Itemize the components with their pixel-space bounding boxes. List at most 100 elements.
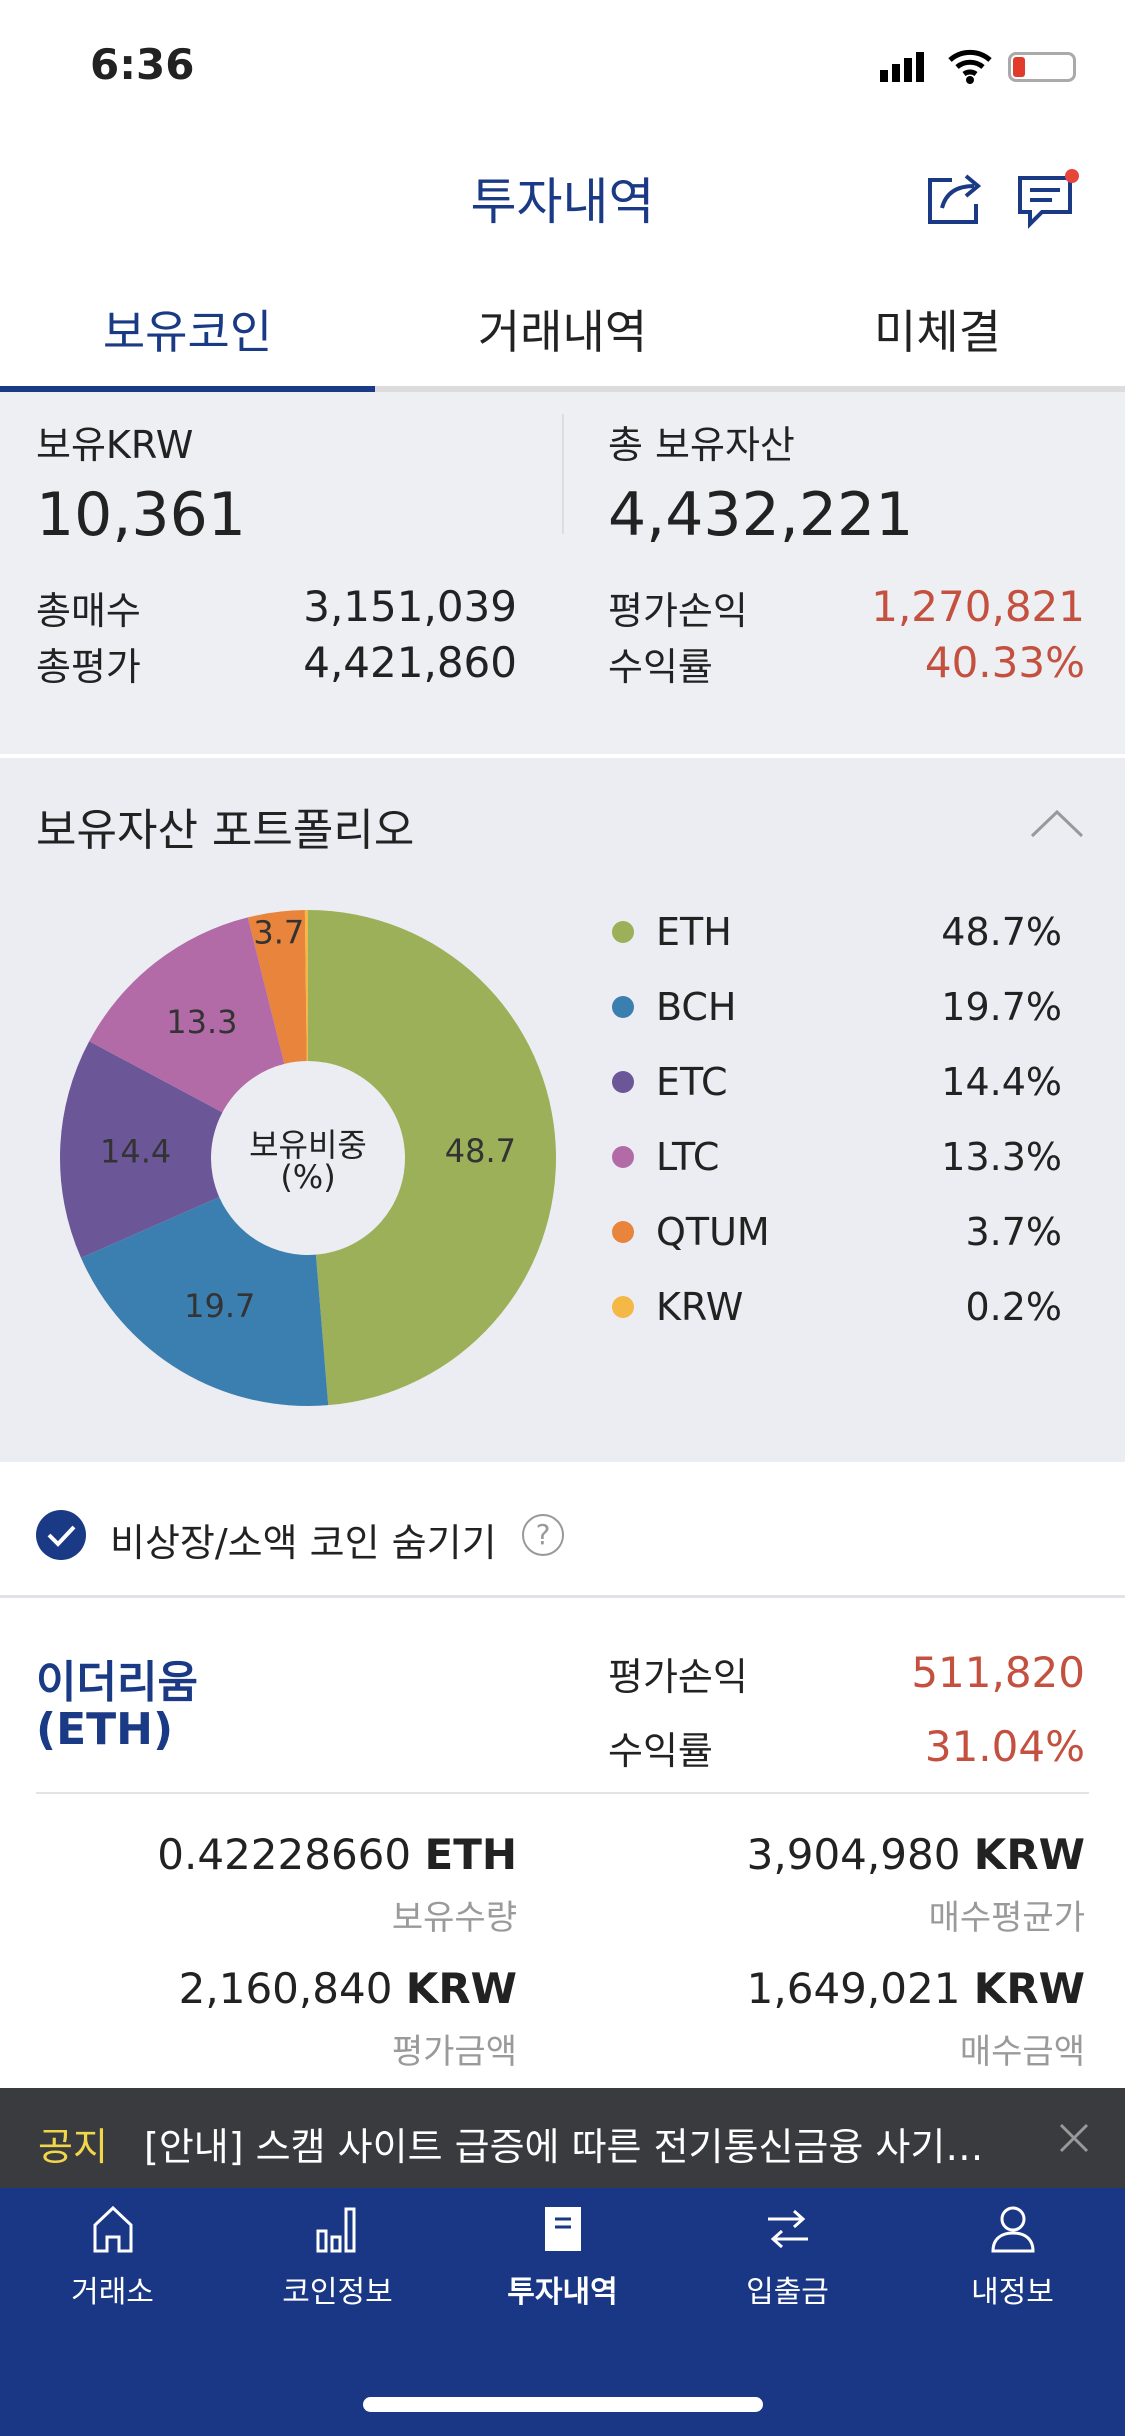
pie-slice-label: 19.7	[184, 1287, 255, 1325]
eval-value: 4,421,860	[303, 638, 517, 687]
buyamt-value: 1,649,021 KRW	[747, 1964, 1085, 2013]
nav-investment[interactable]: 투자내역	[450, 2205, 675, 2311]
check-icon	[47, 1525, 76, 1547]
coin-rate-label: 수익률	[608, 1729, 713, 1773]
krw-label: 보유KRW	[36, 423, 194, 467]
pie-slice-eth	[308, 910, 556, 1406]
pie-slice-krw	[304, 910, 308, 1062]
legend-percent: 0.2%	[965, 1285, 1062, 1329]
portfolio-title: 보유자산 포트폴리오	[36, 805, 415, 856]
status-time: 6:36	[90, 40, 195, 89]
krw-value: 10,361	[36, 480, 246, 550]
evalamt-label: 평가금액	[391, 2032, 517, 2072]
legend-percent: 48.7%	[941, 910, 1062, 954]
tab-divider	[0, 386, 1125, 392]
pie-slice-label: 14.4	[100, 1132, 171, 1170]
qty-unit: ETH	[424, 1830, 518, 1879]
rate-label: 수익률	[608, 645, 713, 689]
coin-pl-label: 평가손익	[608, 1655, 748, 1699]
tab-holdings[interactable]: 보유코인	[102, 305, 273, 359]
buyamt-unit: KRW	[973, 1964, 1085, 2013]
tab-pending[interactable]: 미체결	[874, 305, 1001, 359]
legend-percent: 14.4%	[941, 1060, 1062, 1104]
buy-label: 총매수	[36, 589, 141, 633]
pie-slice-label: 3.7	[253, 913, 304, 951]
coin-symbol: (ETH)	[36, 1704, 174, 1755]
bar-chart-icon	[316, 2207, 355, 2253]
help-icon[interactable]: ?	[522, 1514, 564, 1556]
evalamt-unit: KRW	[405, 1964, 517, 2013]
portfolio-pie-chart: 48.7 19.7 14.4 13.3 3.7	[59, 910, 556, 1406]
evalamt-number: 2,160,840	[178, 1964, 393, 2013]
legend-item-eth: ETH 48.7%	[612, 902, 1062, 962]
legend-dot	[612, 1296, 634, 1318]
pie-slice-etc	[59, 1041, 223, 1258]
nav-label: 내정보	[971, 2275, 1054, 2310]
avg-number: 3,904,980	[746, 1830, 961, 1879]
wifi-icon	[948, 49, 992, 84]
legend-label: QTUM	[656, 1210, 770, 1254]
eval-label: 총평가	[36, 645, 141, 689]
legend-percent: 19.7%	[941, 985, 1062, 1029]
pie-center-unit: (%)	[280, 1158, 336, 1196]
signal-icon	[880, 52, 924, 82]
notice-tag: 공지	[38, 2125, 108, 2169]
document-icon	[544, 2207, 581, 2251]
qty-value: 0.42228660 ETH	[157, 1830, 517, 1879]
legend-item-qtum: QTUM 3.7%	[612, 1202, 1062, 1262]
hide-label[interactable]: 비상장/소액 코인 숨기기	[110, 1521, 497, 1565]
legend-dot	[612, 921, 634, 943]
portfolio-section: 보유자산 포트폴리오 48.7 19.7 14.4 13.3 3.7 보유비중 (%) …	[0, 758, 1125, 1462]
pie-slice-ltc	[89, 917, 285, 1113]
legend-label: BCH	[656, 985, 737, 1029]
pl-label: 평가손익	[608, 589, 748, 633]
nav-label: 거래소	[71, 2275, 154, 2310]
legend-item-bch: BCH 19.7%	[612, 977, 1062, 1037]
legend-dot	[612, 1146, 634, 1168]
legend-percent: 3.7%	[965, 1210, 1062, 1254]
evalamt-value: 2,160,840 KRW	[179, 1964, 517, 2013]
legend-label: LTC	[656, 1135, 720, 1179]
page-title: 투자내역	[470, 173, 655, 231]
legend-dot	[612, 1221, 634, 1243]
coin-pl-value: 511,820	[911, 1648, 1085, 1697]
chat-icon[interactable]	[1016, 168, 1080, 230]
battery-icon	[1008, 52, 1076, 82]
summary-section: 보유KRW 10,361 총 보유자산 4,432,221 총매수 3,151,…	[0, 392, 1125, 754]
nav-label: 투자내역	[507, 2275, 618, 2310]
nav-my-info[interactable]: 내정보	[900, 2205, 1125, 2311]
coin-rate-value: 31.04%	[924, 1722, 1085, 1771]
legend-item-ltc: LTC 13.3%	[612, 1127, 1062, 1187]
hide-checkbox[interactable]	[36, 1510, 86, 1560]
buyamt-number: 1,649,021	[746, 1964, 961, 2013]
pie-slice-bch	[81, 1197, 329, 1406]
legend-label: ETC	[656, 1060, 728, 1104]
home-icon	[93, 2205, 132, 2253]
nav-label: 코인정보	[282, 2275, 393, 2310]
avg-label: 매수평균가	[928, 1898, 1085, 1938]
legend-item-etc: ETC 14.4%	[612, 1052, 1062, 1112]
close-icon[interactable]	[1058, 2122, 1090, 2154]
coin-name: 이더리움	[36, 1657, 198, 1708]
total-label: 총 보유자산	[608, 423, 795, 467]
transfer-arrows-icon	[767, 2209, 808, 2249]
tab-active-underline	[0, 386, 375, 392]
summary-divider	[562, 414, 564, 534]
nav-label: 입출금	[746, 2275, 829, 2310]
share-icon[interactable]	[926, 168, 986, 226]
legend-label: KRW	[656, 1285, 744, 1329]
notice-text[interactable]: [안내] 스캠 사이트 급증에 따른 전기통신금융 사기…	[144, 2125, 984, 2169]
collapse-chevron-icon[interactable]	[1030, 808, 1084, 838]
nav-coin-info[interactable]: 코인정보	[225, 2205, 450, 2311]
qty-label: 보유수량	[391, 1898, 517, 1938]
nav-exchange[interactable]: 거래소	[0, 2205, 225, 2311]
coin-divider	[36, 1792, 1089, 1794]
rate-value: 40.33%	[924, 638, 1085, 687]
user-icon	[990, 2206, 1035, 2253]
coin-card-eth[interactable]: 이더리움 (ETH) 평가손익 511,820 수익률 31.04% 0.422…	[0, 1600, 1125, 2090]
tab-history[interactable]: 거래내역	[477, 305, 648, 359]
notice-bar[interactable]: 공지 [안내] 스캠 사이트 급증에 따른 전기통신금융 사기…	[0, 2088, 1125, 2188]
legend-percent: 13.3%	[941, 1135, 1062, 1179]
nav-deposit-withdraw[interactable]: 입출금	[675, 2205, 900, 2311]
pie-slice-qtum	[247, 910, 307, 1064]
